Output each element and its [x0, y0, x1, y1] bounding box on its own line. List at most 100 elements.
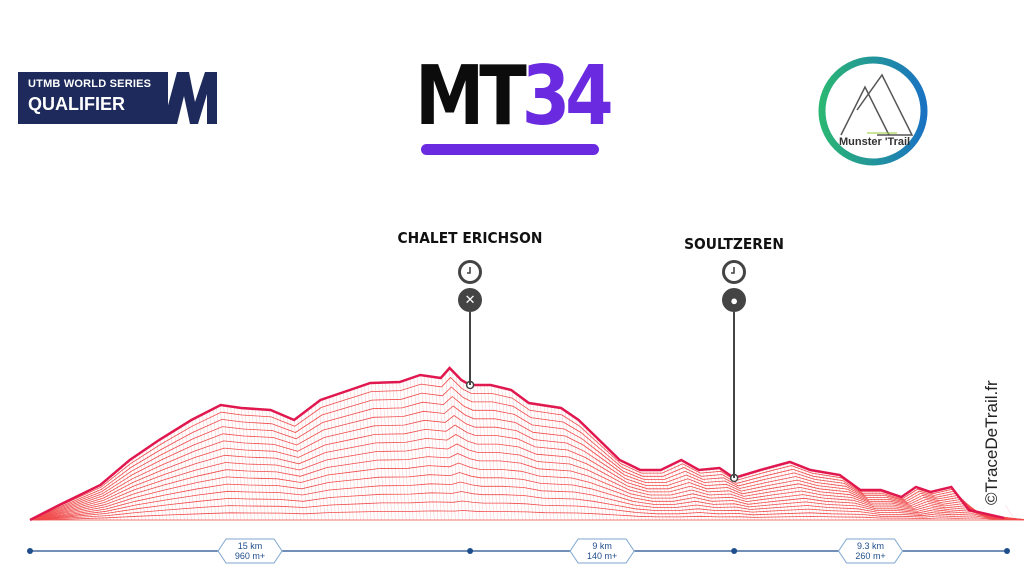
segment-badge: [217, 538, 283, 564]
segment-distance: 9 km: [592, 541, 612, 551]
profile-hatch: [762, 469, 773, 521]
profile-hatch: [836, 474, 847, 521]
profile-hatch: [779, 464, 791, 521]
profile-hatch: [582, 423, 593, 521]
profile-hatch: [117, 469, 129, 521]
segment-label: 15 km 960 m+: [220, 541, 280, 561]
utmb-qualifier-logo: UTMB WORLD SERIES QUALIFIER: [18, 72, 217, 124]
profile-hatch: [681, 459, 692, 521]
profile-hatch: [829, 473, 840, 521]
profile-hatch: [744, 474, 755, 521]
segment-gain: 960 m+: [234, 551, 266, 561]
profile-hatch: [790, 462, 801, 521]
profile-hatch: [441, 376, 453, 521]
segment-badge: [569, 538, 635, 564]
segment-label: 9 km 140 m+: [572, 541, 632, 561]
waypoint-label: SOULTZEREN: [684, 235, 785, 253]
profile-hatch: [667, 466, 678, 521]
profile-layer-line: [33, 453, 1020, 521]
checkpoint-dot: [467, 548, 474, 554]
svg-text:Munster 'Trail: Munster 'Trail: [839, 136, 910, 148]
profile-layer-line: [30, 386, 1008, 521]
water-icon: ●: [722, 288, 747, 312]
profile-hatch: [579, 420, 590, 521]
profile-layer-line: [31, 415, 1013, 521]
profile-hatch: [561, 408, 572, 521]
profile-hatch: [663, 468, 674, 521]
profile-hatch: [733, 477, 745, 521]
profile-layer-line: [35, 500, 1024, 521]
profile-layer-line: [34, 462, 1022, 521]
profile-line: [29, 366, 1005, 522]
profile-hatch: [526, 401, 537, 521]
profile-hatch: [674, 463, 685, 521]
profile-hatch: [832, 473, 843, 521]
profile-hatch: [814, 470, 826, 521]
profile-hatch: [843, 477, 854, 521]
segment-badge: [837, 538, 904, 564]
profile-hatch: [114, 472, 125, 521]
profile-hatch: [642, 469, 653, 521]
profile-hatch: [445, 372, 456, 521]
waypoint-pole: [733, 312, 736, 478]
profile-hatch: [452, 370, 463, 521]
profile-hatch: [462, 380, 474, 521]
profile-hatch: [522, 398, 534, 521]
munster-trail-logo: Munster 'Trail: [818, 56, 928, 166]
segment-gain: 260 m+: [855, 551, 886, 561]
profile-layer-line: [31, 405, 1012, 521]
profile-hatch: [455, 374, 467, 521]
profile-layer-line: [31, 395, 1010, 521]
profile-hatch: [769, 467, 780, 521]
segment-label: 9.3 km 260 m+: [841, 541, 901, 561]
segment-distance: 15 km: [237, 541, 263, 551]
waypoint-label: CHALET ERICHSON: [397, 229, 543, 247]
profile-layer-line: [32, 424, 1015, 521]
profile-hatch: [628, 464, 639, 521]
profile-hatch: [772, 466, 784, 521]
profile-hatch: [103, 481, 115, 521]
profile-hatch: [938, 490, 949, 521]
profile-hatch: [575, 417, 586, 521]
profile-hatch: [469, 384, 481, 521]
race-title: MT34: [415, 49, 614, 144]
segment-gain: 140 m+: [586, 551, 618, 561]
profile-hatch: [100, 484, 111, 521]
profile-hatch: [765, 468, 776, 521]
profile-hatch: [459, 378, 470, 521]
utmb-m-icon: [163, 72, 217, 124]
food-icon: ✕: [458, 288, 483, 312]
profile-layer-line: [32, 434, 1017, 521]
profile-hatch: [624, 462, 636, 521]
utmb-line2: QUALIFIER: [28, 94, 125, 114]
profile-hatch: [568, 413, 579, 521]
profile-hatch: [1005, 504, 1016, 521]
utmb-line1: UTMB WORLD SERIES: [28, 78, 152, 90]
profile-hatch: [572, 415, 583, 521]
profile-hatch: [755, 471, 766, 521]
profile-hatch: [515, 393, 527, 521]
checkpoint-dot: [731, 548, 738, 554]
waypoint-pole: [469, 312, 472, 385]
profile-hatch: [783, 463, 794, 521]
profile-hatch: [529, 403, 541, 521]
checkpoint-dot: [1004, 548, 1010, 554]
segment-distance: 9.3 km: [857, 541, 885, 551]
credit-text: ©TraceDeTrail.fr: [982, 380, 1001, 505]
profile-hatch: [586, 427, 597, 521]
profile-hatch: [818, 471, 829, 521]
profile-hatch: [751, 472, 762, 521]
profile-hatch: [110, 475, 122, 521]
profile-hatch: [107, 478, 118, 521]
profile-hatch: [741, 475, 752, 521]
profile-layer-line: [33, 443, 1019, 521]
profile-hatch: [825, 472, 836, 521]
profile-hatch: [776, 465, 787, 521]
profile-hatch: [519, 396, 530, 521]
profile-hatch: [786, 462, 798, 521]
profile-hatch: [758, 470, 769, 521]
profile-hatch: [670, 465, 681, 521]
title-underline: [421, 144, 599, 155]
profile-hatch: [677, 461, 688, 521]
